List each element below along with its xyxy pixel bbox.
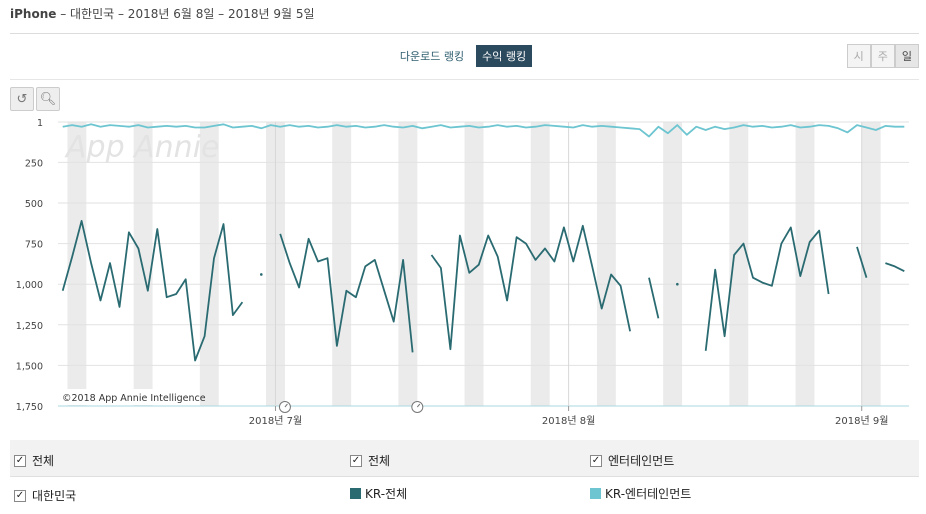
weekend-band (464, 122, 484, 406)
legend-series-overall-label: KR-전체 (365, 487, 408, 501)
weekend-band (729, 122, 749, 406)
legend-col1-label: 전체 (32, 454, 55, 468)
series-point (259, 273, 263, 276)
metric-tabs: 다운로드 랭킹 수익 랭킹 (0, 45, 926, 67)
legend-col2-header[interactable]: ✓ 전체 (350, 452, 390, 469)
legend-country-filter[interactable]: ✓ 대한민국 (14, 487, 76, 504)
granularity-hour[interactable]: 시 (846, 44, 871, 68)
series-line-overall (61, 220, 244, 362)
copyright-bg (58, 389, 198, 405)
x-tick-label: 2018년 9월 (835, 415, 888, 427)
legend-header-row: ✓ 전체 ✓ 전체 ✓ 엔터테인먼트 (10, 440, 919, 476)
watermark: App Annie (64, 130, 220, 165)
checkbox-checked-icon: ✓ (14, 454, 26, 467)
legend-col2-label: 전체 (368, 454, 391, 468)
chart-title: iPhone – 대한민국 – 2018년 6월 8일 – 2018년 9월 5… (10, 5, 315, 22)
legend-country-label: 대한민국 (32, 489, 77, 503)
device-label: iPhone (10, 7, 57, 21)
legend-series-overall[interactable]: KR-전체 (350, 485, 407, 502)
granularity-day[interactable]: 일 (894, 44, 919, 68)
series-point (676, 282, 679, 286)
tab-downloads[interactable]: 다운로드 랭킹 (399, 50, 465, 63)
divider (10, 79, 919, 80)
x-axis: 2018년 7월 2018년 8월 2018년 9월 (249, 122, 888, 427)
y-axis-labels: 1 250 500 750 1,000 1,250 1,500 1,750 (16, 118, 43, 413)
divider (10, 33, 919, 34)
weekend-band (133, 122, 153, 406)
series-line-overall (885, 262, 905, 273)
y-tick-label: 750 (25, 240, 43, 251)
x-tick-label: 2018년 7월 (249, 415, 302, 427)
weekend-band (795, 122, 815, 406)
granularity-week[interactable]: 주 (870, 44, 895, 68)
rank-chart[interactable]: App Annie 1 250 500 750 1,000 1,250 1,500 1,750… (0, 112, 926, 437)
legend: ✓ 전체 ✓ 전체 ✓ 엔터테인먼트 ✓ 대한민국 KR-전체 KR-엔터테인먼트 (10, 440, 919, 513)
y-tick-label: 1,000 (16, 280, 43, 291)
title-rest: – 대한민국 – 2018년 6월 8일 – 2018년 9월 5일 (56, 7, 315, 21)
legend-swatch (350, 488, 361, 499)
y-tick-label: 1,250 (16, 321, 43, 332)
series-line-entertainment (62, 123, 905, 138)
weekend-band (530, 122, 550, 406)
tab-revenue[interactable]: 수익 랭킹 (476, 45, 533, 67)
copyright-text: ©2018 App Annie Intelligence (62, 393, 206, 404)
event-markers (278, 401, 424, 413)
legend-series-entertainment-label: KR-엔터테인먼트 (605, 487, 692, 501)
series-line-overall (279, 233, 414, 353)
y-tick-label: 500 (25, 199, 43, 210)
legend-swatch (590, 488, 601, 499)
legend-series-entertainment[interactable]: KR-엔터테인먼트 (590, 485, 691, 502)
event-marker-glyph (284, 403, 288, 408)
checkbox-checked-icon: ✓ (14, 489, 26, 502)
checkbox-checked-icon: ✓ (590, 454, 602, 467)
series-line-overall (856, 246, 868, 278)
y-tick-label: 1,750 (16, 402, 43, 413)
legend-col1-header[interactable]: ✓ 전체 (14, 452, 54, 469)
weekend-band (398, 122, 418, 406)
weekend-band (332, 122, 352, 406)
y-tick-label: 1 (37, 118, 43, 129)
series-lines (61, 123, 905, 362)
legend-col3-label: 엔터테인먼트 (608, 454, 675, 468)
granularity-selector: 시 주 일 (846, 44, 919, 68)
event-marker-glyph (416, 403, 421, 408)
undo-icon: ↺ (16, 91, 28, 107)
weekend-band (861, 122, 881, 406)
series-line-overall (648, 277, 660, 319)
weekend-band (663, 122, 683, 406)
y-tick-label: 250 (25, 158, 43, 169)
legend-series-row: ✓ 대한민국 KR-전체 KR-엔터테인먼트 (10, 476, 919, 513)
x-tick-label: 2018년 8월 (542, 415, 595, 427)
checkbox-checked-icon: ✓ (350, 454, 362, 467)
reset-zoom-button[interactable]: ↺ (10, 87, 34, 111)
series-line-overall (704, 226, 830, 351)
y-tick-label: 1,500 (16, 361, 43, 372)
weekend-band (67, 122, 87, 406)
weekend-band (596, 122, 616, 406)
zoom-in-icon: 🔍︎ (39, 91, 57, 107)
zoom-button[interactable]: 🔍︎ (36, 87, 60, 111)
legend-col3-header[interactable]: ✓ 엔터테인먼트 (590, 452, 674, 469)
series-line-overall (430, 224, 631, 351)
